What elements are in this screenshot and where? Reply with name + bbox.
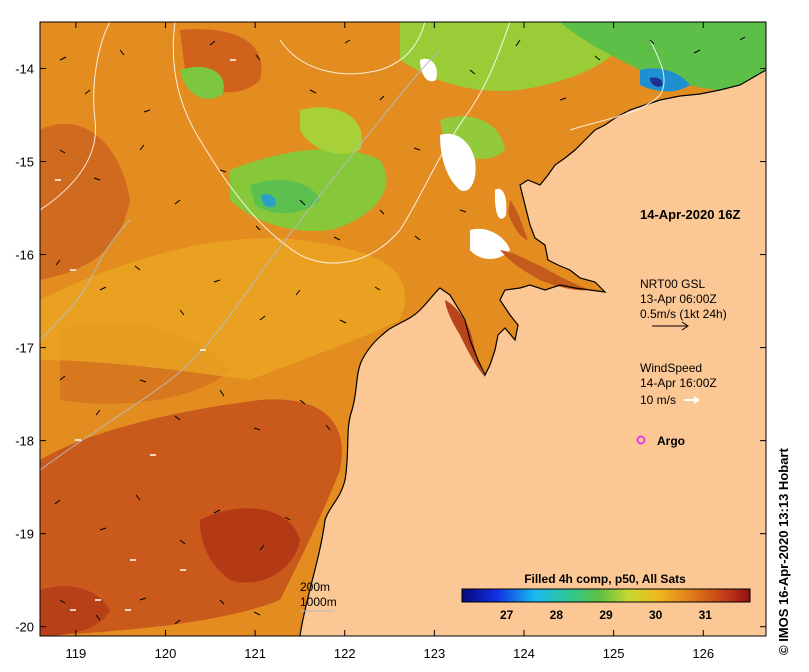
no-data-area (470, 228, 510, 259)
x-tick-label: 120 (155, 646, 177, 661)
y-tick-label: -15 (15, 155, 34, 170)
warm-sst-patch (200, 508, 300, 583)
current-legend-model: NRT00 GSL (640, 277, 705, 291)
x-tick-label: 125 (603, 646, 625, 661)
no-data-area (440, 133, 476, 191)
mid-sst-band (40, 238, 406, 380)
cool-sst-patch (400, 22, 640, 91)
x-tick-label: 122 (334, 646, 356, 661)
bathy-200m-label: 200m (300, 580, 330, 594)
cool-sst-patch (640, 68, 690, 92)
bathymetry-contours (40, 22, 665, 471)
colorbar: Filled 4h comp, p50, All Sats 27 28 29 30 31 (461, 572, 751, 622)
plot-frame (39, 21, 767, 637)
wind-legend-scale: 10 m/s (640, 393, 676, 407)
credit-text: © IMOS 16-Apr-2020 13:13 Hobart (776, 448, 791, 655)
wind-legend: WindSpeed 14-Apr 16:00Z 10 m/s (640, 361, 717, 407)
contour-1000m (40, 49, 441, 471)
king-sound (445, 300, 486, 378)
bathymetry-legend: 200m 1000m (300, 580, 337, 612)
argo-label: Argo (657, 434, 685, 448)
no-data-area (420, 58, 437, 82)
colorbar-tick-label: 30 (649, 608, 663, 622)
contour-1000m (40, 219, 131, 341)
warm-sst-patch (40, 586, 110, 636)
inlet (500, 250, 590, 291)
y-tick-label: -14 (15, 62, 34, 77)
cool-sst-patch (261, 194, 276, 208)
wind-scale-arrow (684, 396, 700, 404)
argo-marker (636, 435, 646, 445)
x-tick-label: 126 (692, 646, 714, 661)
current-legend-time: 13-Apr 06:00Z (640, 292, 717, 306)
contour-200m (279, 22, 426, 75)
x-tick-label: 123 (424, 646, 446, 661)
contour-200m (172, 22, 511, 264)
y-tick-label: -20 (15, 620, 34, 635)
no-data-area (494, 188, 507, 219)
plot-area (40, 22, 766, 636)
y-tick-label: -16 (15, 248, 34, 263)
colorbar-gradient (461, 588, 751, 603)
y-axis: -14 -15 -16 -17 -18 -19 -20 (15, 62, 766, 635)
wind-legend-title: WindSpeed (640, 361, 702, 375)
current-vectors (54, 36, 746, 625)
cool-sst-patch (300, 107, 362, 154)
y-tick-label: -18 (15, 434, 34, 449)
cool-sst-patch (180, 66, 224, 99)
current-legend-scale: 0.5m/s (1kt 24h) (640, 307, 727, 321)
coastline (299, 69, 766, 636)
wind-legend-time: 14-Apr 16:00Z (640, 376, 717, 390)
current-legend: NRT00 GSL 13-Apr 06:00Z 0.5m/s (1kt 24h) (640, 277, 727, 331)
land-kimberley (300, 70, 766, 636)
wind-arrows (55, 59, 236, 611)
y-tick-label: -19 (15, 527, 34, 542)
colorbar-tick-label: 28 (550, 608, 564, 622)
colorbar-tick-label: 29 (599, 608, 613, 622)
bathy-1000m-label: 1000m (300, 595, 337, 609)
x-tick-label: 121 (244, 646, 266, 661)
x-tick-label: 124 (513, 646, 535, 661)
inlet (508, 200, 528, 240)
contour-200m (40, 22, 111, 211)
colorbar-ticks: 27 28 29 30 31 (500, 608, 712, 622)
colorbar-title: Filled 4h comp, p50, All Sats (524, 572, 686, 586)
contour-200m (569, 39, 665, 131)
y-tick-label: -17 (15, 341, 34, 356)
current-scale-arrow (652, 321, 689, 331)
cool-sst-patch (650, 77, 663, 87)
x-tick-label: 119 (65, 646, 86, 661)
colorbar-tick-label: 27 (500, 608, 514, 622)
colorbar-tick-label: 31 (699, 608, 713, 622)
x-axis: 119 120 121 122 123 124 125 126 (65, 22, 714, 661)
cool-sst-patch (560, 22, 766, 92)
argo-legend: Argo (636, 434, 685, 448)
date-label: 14-Apr-2020 16Z (640, 207, 740, 222)
warm-sst-patch (40, 123, 130, 280)
